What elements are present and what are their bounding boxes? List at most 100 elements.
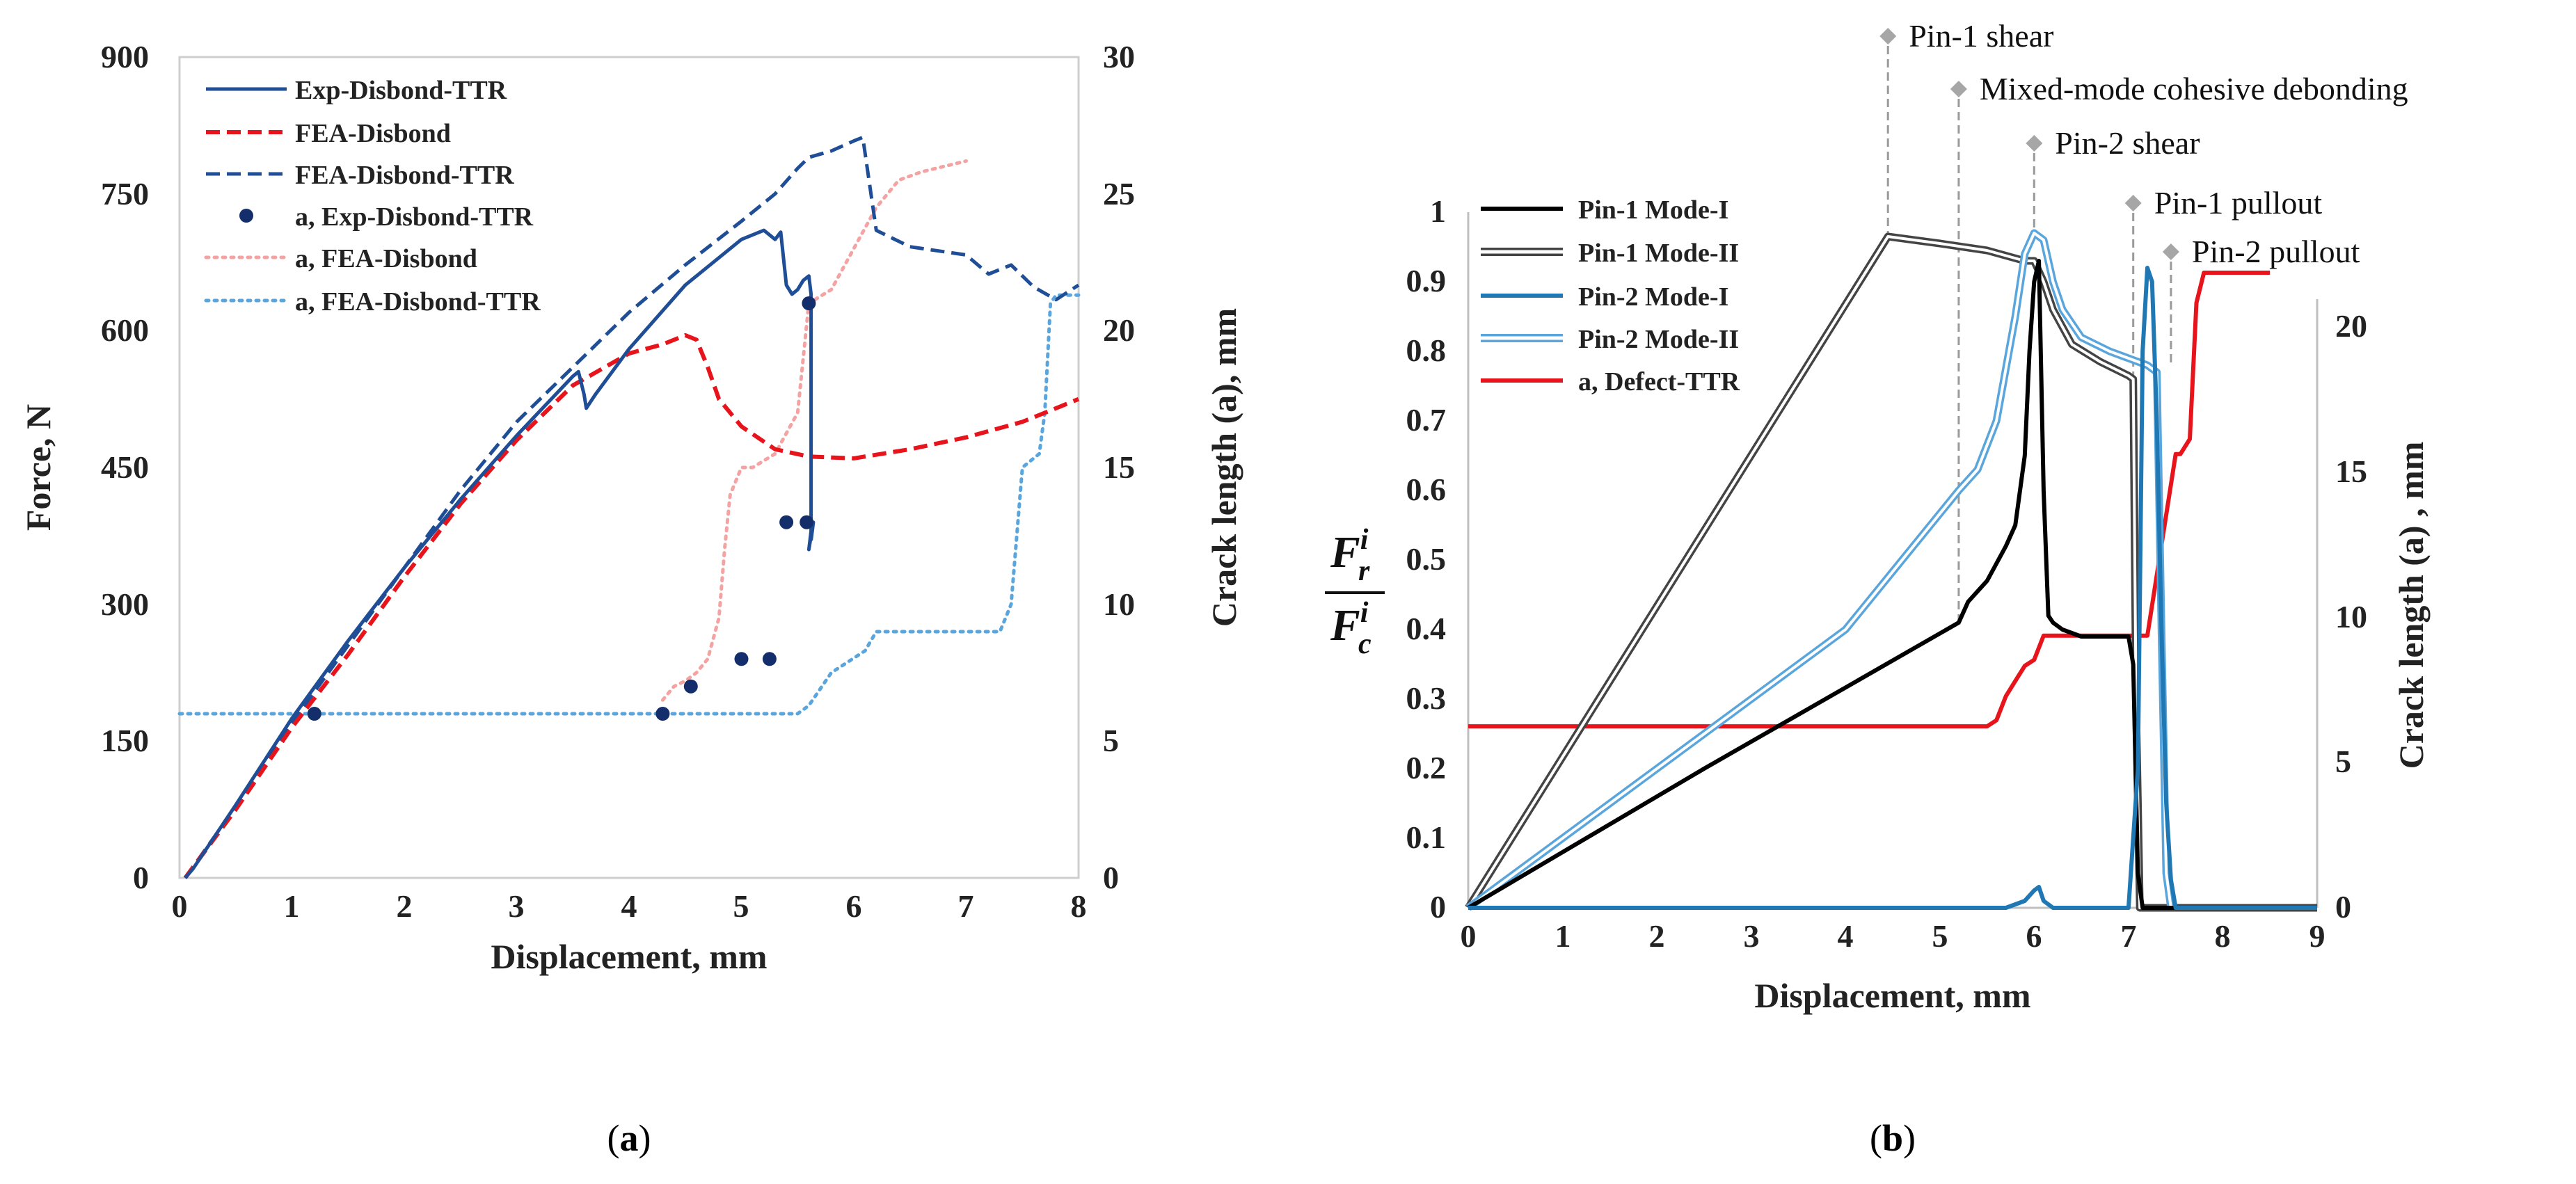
y-label-denominator: Fi <box>1330 597 1369 650</box>
y-tick-b: 0.5 <box>1406 541 1447 577</box>
y-tick-b: 0.8 <box>1406 333 1447 368</box>
y2-tick-labels-b: 0 5 10 15 20 <box>2335 308 2367 925</box>
x-tick-b: 9 <box>2309 918 2325 954</box>
annotation-label: Pin-1 pullout <box>2154 185 2323 221</box>
y-tick-labels-a: 0 150 300 450 600 750 900 <box>101 39 149 895</box>
series-line-inner-pin-1-mode-ii <box>1467 235 2317 909</box>
series-line-a-fea-disbond-ttr <box>177 293 1081 716</box>
y2-tick-b: 0 <box>2335 889 2351 925</box>
legend-label: Exp-Disbond-TTR <box>295 76 507 105</box>
points-group-a <box>307 296 816 721</box>
series-line-pin-2-mode-i <box>1468 266 2317 910</box>
x-tick-labels-a: 0 1 2 3 4 5 6 7 8 <box>172 888 1087 924</box>
y-tick-a: 600 <box>101 312 149 348</box>
y-tick-b: 0.6 <box>1406 472 1447 507</box>
y-tick-a: 300 <box>101 586 149 622</box>
caption-open: ( <box>1870 1117 1882 1159</box>
annotation-diamond-icon <box>2124 195 2142 211</box>
legend-label: Pin-1 Mode-I <box>1578 195 1728 225</box>
series-group-a <box>177 135 1081 879</box>
data-point-a-exp-disbond-ttr <box>655 707 670 721</box>
y2-tick-a: 30 <box>1103 39 1135 74</box>
y2-tick-a: 5 <box>1103 723 1119 758</box>
x-tick-b: 0 <box>1461 918 1477 954</box>
annotation-label: Pin-1 shear <box>1909 18 2053 54</box>
x-tick-a: 1 <box>284 888 300 924</box>
legend-label: Pin-2 Mode-II <box>1578 325 1739 354</box>
series-group-b <box>1465 229 2317 912</box>
legend-b: Pin-1 Mode-I Pin-1 Mode-II Pin-2 Mode-I … <box>1481 195 1740 397</box>
y2-axis-label-b: Crack length (a) , mm <box>2392 442 2431 769</box>
y-tick-a: 900 <box>101 39 149 74</box>
y2-tick-b: 10 <box>2335 599 2367 634</box>
legend-label: a, FEA-Disbond-TTR <box>295 287 541 317</box>
y2-tick-a: 0 <box>1103 860 1119 895</box>
annotation-label: Mixed-mode cohesive debonding <box>1980 71 2408 106</box>
series-line-pin-1-mode-i <box>1467 259 2317 910</box>
y2-tick-b: 5 <box>2335 744 2351 779</box>
x-tick-a: 5 <box>733 888 749 924</box>
annotations-b: Pin-1 shear Mixed-mode cohesive debonding… <box>1879 18 2408 637</box>
legend-label: Pin-2 Mode-I <box>1578 282 1728 312</box>
y-tick-labels-b: 0 0.1 0.2 0.3 0.4 0.5 0.6 0.7 0.8 0.9 1 <box>1406 193 1447 925</box>
y-tick-b: 0.1 <box>1406 819 1447 855</box>
y2-tick-b: 15 <box>2335 454 2367 489</box>
y-tick-b: 0.4 <box>1406 611 1447 646</box>
x-tick-a: 4 <box>621 888 637 924</box>
series-line-a-fea-disbond <box>660 159 968 702</box>
y-tick-a: 750 <box>101 176 149 211</box>
x-axis-label-b: Displacement, mm <box>1754 976 2030 1015</box>
x-tick-a: 8 <box>1071 888 1087 924</box>
x-tick-b: 8 <box>2215 918 2231 954</box>
caption-b: (b) <box>1870 1117 1916 1159</box>
y2-tick-a: 20 <box>1103 312 1135 348</box>
legend-label: FEA-Disbond <box>295 119 451 148</box>
chart-panel-b: 0 0.1 0.2 0.3 0.4 0.5 0.6 0.7 0.8 0.9 1 … <box>1325 18 2431 1159</box>
data-point-a-exp-disbond-ttr <box>800 515 814 529</box>
y2-tick-a: 15 <box>1103 449 1135 485</box>
legend-label: a, Exp-Disbond-TTR <box>295 202 534 232</box>
y-tick-a: 450 <box>101 449 149 485</box>
annotation-diamond-icon <box>2162 243 2179 260</box>
x-tick-a: 6 <box>846 888 862 924</box>
series-line-fea-disbond <box>183 333 1080 879</box>
plot-frame-a <box>178 56 1080 879</box>
legend-label: Pin-1 Mode-II <box>1578 239 1739 268</box>
annotation-diamond-icon <box>1879 28 1897 45</box>
data-point-a-exp-disbond-ttr <box>779 515 794 529</box>
series-line-exp-disbond-ttr <box>184 228 816 879</box>
x-tick-b: 6 <box>2026 918 2042 954</box>
x-tick-a: 7 <box>958 888 974 924</box>
x-tick-b: 7 <box>2121 918 2137 954</box>
annotation-diamond-icon <box>1950 81 1967 97</box>
data-point-a-exp-disbond-ttr <box>734 652 749 666</box>
legend-a: Exp-Disbond-TTR FEA-Disbond FEA-Disbond-… <box>204 76 541 317</box>
caption-letter: a <box>620 1117 639 1159</box>
legend-swatch-a-exp-disbond-ttr <box>239 209 253 223</box>
y-tick-a: 0 <box>133 860 149 895</box>
data-point-a-exp-disbond-ttr <box>802 296 816 310</box>
y-tick-b: 0.7 <box>1406 402 1447 438</box>
y-tick-b: 0.3 <box>1406 680 1447 716</box>
y-tick-b: 1 <box>1430 193 1446 229</box>
legend-label: a, Defect-TTR <box>1578 367 1740 397</box>
x-tick-b: 5 <box>1932 918 1948 954</box>
data-point-a-exp-disbond-ttr <box>762 652 777 666</box>
data-point-a-exp-disbond-ttr <box>307 707 321 721</box>
data-point-a-exp-disbond-ttr <box>683 679 698 694</box>
caption-letter: b <box>1882 1117 1903 1159</box>
x-tick-b: 4 <box>1838 918 1854 954</box>
caption-open: ( <box>607 1117 620 1159</box>
x-tick-a: 0 <box>172 888 188 924</box>
y-label-denominator-sub: c <box>1358 628 1372 660</box>
legend-label: a, FEA-Disbond <box>295 244 477 273</box>
y-tick-b: 0.2 <box>1406 750 1447 785</box>
annotation-diamond-icon <box>2026 135 2043 152</box>
x-tick-a: 2 <box>397 888 413 924</box>
y-axis-label-a: Force, N <box>19 404 58 531</box>
y-axis-label-fraction: Fi r Fi c <box>1325 524 1385 660</box>
y-label-numerator-sub: r <box>1358 555 1370 587</box>
x-tick-b: 2 <box>1649 918 1665 954</box>
x-tick-labels-b: 0 1 2 3 4 5 6 7 8 9 <box>1461 918 2325 954</box>
